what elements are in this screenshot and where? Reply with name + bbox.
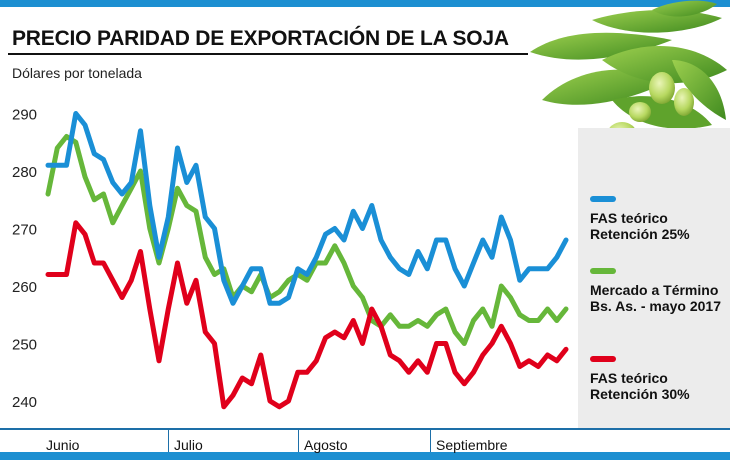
x-tick-label-agosto: Agosto [304, 437, 348, 453]
chart-title: PRECIO PARIDAD DE EXPORTACIÓN DE LA SOJA [12, 27, 509, 50]
y-tick-label-240: 240 [12, 394, 37, 411]
month-tick-agosto [298, 430, 299, 452]
series-line-0 [45, 111, 569, 306]
legend-item-green: Mercado a Término Bs. As. - mayo 2017 [590, 268, 728, 314]
month-tick-septiembre [430, 430, 431, 452]
title-underline [8, 53, 528, 55]
month-tick-julio [168, 430, 169, 452]
legend-label-red: FAS teórico Retención 30% [590, 370, 690, 402]
legend-label-green: Mercado a Término Bs. As. - mayo 2017 [590, 282, 721, 314]
x-tick-label-julio: Julio [174, 437, 203, 453]
legend-swatch-green [590, 268, 616, 274]
series-line-2 [45, 220, 569, 410]
series-line-1 [45, 134, 569, 346]
y-tick-label-280: 280 [12, 164, 37, 181]
x-tick-label-septiembre: Septiembre [436, 437, 508, 453]
y-tick-label-250: 250 [12, 337, 37, 354]
legend-swatch-red [590, 356, 616, 362]
legend-swatch-blue [590, 196, 616, 202]
top-accent-bar [0, 0, 730, 7]
y-tick-label-260: 260 [12, 279, 37, 296]
legend-label-blue: FAS teórico Retención 25% [590, 210, 690, 242]
legend-panel [578, 128, 730, 428]
legend-item-blue: FAS teórico Retención 25% [590, 196, 728, 242]
x-axis-line [0, 428, 730, 430]
legend-item-red: FAS teórico Retención 30% [590, 356, 728, 402]
y-tick-label-290: 290 [12, 107, 37, 124]
bottom-accent-bar [0, 452, 730, 460]
y-tick-label-270: 270 [12, 222, 37, 239]
x-tick-label-junio: Junio [46, 437, 80, 453]
y-axis-label: Dólares por tonelada [12, 65, 142, 81]
